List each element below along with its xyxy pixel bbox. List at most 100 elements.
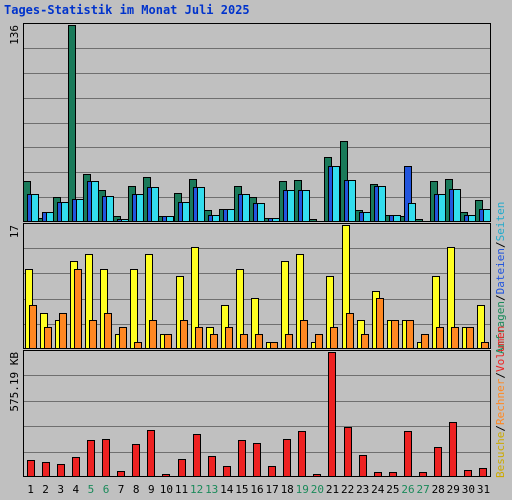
- bar-seiten-day-28: [439, 195, 446, 222]
- x-tick-label-day-18: 18: [281, 483, 294, 496]
- x-tick-label-day-15: 15: [235, 483, 248, 496]
- bar-rechner-day-11: [181, 321, 188, 349]
- x-tick-label-day-1: 1: [27, 483, 34, 496]
- bar-rechner-day-3: [60, 314, 67, 349]
- bar-volumen-day-19: [299, 432, 306, 477]
- bar-rechner-day-21: [331, 328, 338, 349]
- bar-rechner-day-20: [316, 335, 323, 349]
- bar-seiten-day-2: [47, 213, 54, 222]
- x-tick-label-day-3: 3: [57, 483, 64, 496]
- bar-rechner-day-30: [467, 328, 474, 349]
- bar-seiten-day-25: [394, 216, 401, 222]
- bar-seiten-day-26: [409, 204, 416, 222]
- x-tick-label-day-9: 9: [148, 483, 155, 496]
- bar-volumen-day-1: [28, 461, 35, 477]
- x-tick-label-day-10: 10: [160, 483, 173, 496]
- x-tick-label-day-2: 2: [42, 483, 49, 496]
- x-tick-label-day-31: 31: [477, 483, 490, 496]
- bar-volumen-day-15: [239, 441, 246, 477]
- bar-volumen-day-2: [43, 463, 50, 477]
- bar-rechner-day-29: [452, 328, 459, 349]
- bar-seiten-day-10: [167, 217, 174, 222]
- legend-item-besuche: Besuche: [494, 432, 507, 478]
- bar-volumen-day-3: [58, 465, 65, 477]
- bar-rechner-day-2: [45, 328, 52, 349]
- bar-seiten-day-23: [364, 213, 371, 222]
- bar-volumen-day-24: [375, 473, 382, 477]
- bar-seiten-day-13: [213, 216, 220, 222]
- bar-seiten-day-8: [137, 195, 144, 222]
- bar-volumen-day-11: [179, 460, 186, 477]
- bar-rechner-day-12: [196, 328, 203, 349]
- bar-rechner-day-4: [75, 270, 82, 349]
- bar-volumen-day-29: [450, 423, 457, 477]
- bar-volumen-day-12: [194, 435, 201, 477]
- legend-item-volumen: Volumen: [494, 326, 507, 372]
- bar-volumen-day-5: [88, 441, 95, 477]
- legend-item-seiten: Seiten: [494, 202, 507, 242]
- bar-volumen-day-28: [435, 448, 442, 477]
- bar-rechner-day-31: [482, 343, 489, 349]
- legend-separator: /: [494, 425, 507, 432]
- x-tick-label-day-16: 16: [250, 483, 263, 496]
- bar-volumen-day-16: [254, 444, 261, 477]
- legend-item-dateien: Dateien: [494, 248, 507, 294]
- bar-volumen-day-26: [405, 432, 412, 477]
- bar-rechner-day-18: [286, 335, 293, 349]
- x-tick-label-day-21: 21: [326, 483, 339, 496]
- bar-rechner-day-5: [90, 321, 97, 349]
- bar-rechner-day-28: [437, 328, 444, 349]
- bar-rechner-day-26: [407, 321, 414, 349]
- legend-bottom-group: Besuche/Rechner/Volumen: [494, 326, 507, 478]
- bar-seiten-day-6: [107, 197, 114, 222]
- bar-volumen-day-14: [224, 467, 231, 477]
- x-tick-label-day-20: 20: [311, 483, 324, 496]
- legend-item-rechner: Rechner: [494, 378, 507, 425]
- bar-volumen-day-31: [480, 469, 487, 477]
- bar-seiten-day-22: [349, 181, 356, 222]
- bar-seiten-day-24: [379, 187, 386, 222]
- bar-rechner-day-16: [256, 335, 263, 349]
- x-tick-label-day-14: 14: [220, 483, 234, 496]
- x-tick-label-day-11: 11: [175, 483, 188, 496]
- bar-rechner-day-19: [301, 321, 308, 349]
- legend-separator: /: [494, 294, 507, 301]
- bar-rechner-day-25: [392, 321, 399, 349]
- middle-ymax-label: 17: [8, 225, 21, 238]
- bar-volumen-day-22: [345, 428, 352, 477]
- bar-seiten-day-31: [484, 210, 491, 222]
- bar-volumen-day-18: [284, 440, 291, 477]
- x-tick-label-day-22: 22: [341, 483, 354, 496]
- bar-rechner-day-17: [271, 343, 278, 349]
- bar-seiten-day-3: [62, 203, 69, 222]
- x-tick-label-day-24: 24: [371, 483, 385, 496]
- x-tick-label-day-6: 6: [103, 483, 110, 496]
- bar-rechner-day-23: [362, 335, 369, 349]
- x-tick-label-day-25: 25: [386, 483, 399, 496]
- bar-seiten-day-14: [228, 210, 235, 222]
- bar-volumen-day-17: [269, 467, 276, 477]
- bar-rechner-day-13: [211, 335, 218, 349]
- bar-rechner-day-22: [347, 314, 354, 349]
- bar-seiten-day-4: [77, 200, 84, 222]
- bar-volumen-day-25: [390, 473, 397, 477]
- bar-rechner-day-27: [422, 335, 429, 349]
- bar-seiten-day-9: [152, 188, 159, 222]
- bottom-ymax-label: 575.19 KB: [8, 352, 21, 412]
- x-tick-label-day-26: 26: [401, 483, 414, 496]
- bar-volumen-day-27: [420, 473, 427, 477]
- x-tick-label-day-13: 13: [205, 483, 218, 496]
- x-tick-label-day-27: 27: [416, 483, 429, 496]
- bar-seiten-day-1: [32, 195, 39, 222]
- bar-besuche-day-8: [131, 270, 138, 349]
- bar-rechner-day-8: [135, 343, 142, 349]
- bar-seiten-day-18: [288, 191, 295, 222]
- bar-seiten-day-15: [243, 195, 250, 222]
- bar-volumen-day-9: [148, 431, 155, 477]
- bar-seiten-day-21: [333, 167, 340, 222]
- bar-seiten-day-12: [198, 188, 205, 222]
- x-tick-label-day-4: 4: [72, 483, 79, 496]
- bar-rechner-day-10: [165, 335, 172, 349]
